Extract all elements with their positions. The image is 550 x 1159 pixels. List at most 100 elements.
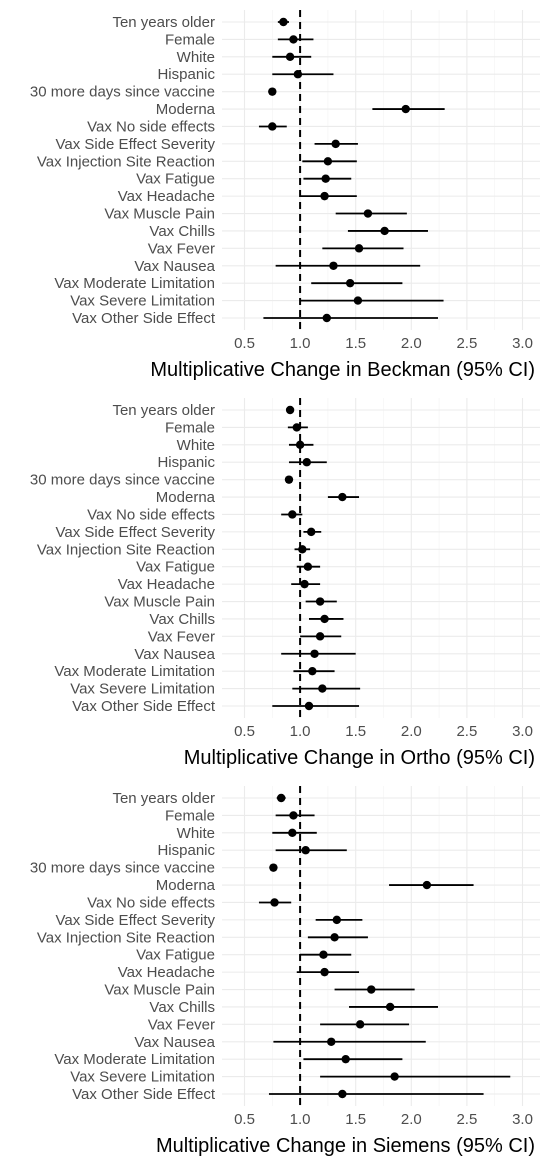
x-tick-label: 0.5 [234,1111,255,1128]
y-tick-label: Vax No side effects [87,118,215,135]
point-estimate [315,632,325,641]
point-estimate [354,244,364,253]
point-estimate [355,1020,365,1029]
y-tick-label: Ten years older [112,402,215,419]
point-estimate [338,1089,347,1099]
point-estimate [289,35,298,44]
point-estimate [307,527,316,537]
point-estimate [319,950,328,959]
point-estimate [298,545,307,554]
point-estimate [288,510,297,519]
x-tick-label: 1.5 [345,1111,366,1128]
y-tick-label: Vax Fatigue [136,947,215,964]
point-estimate [380,226,389,236]
y-tick-label: Hispanic [157,66,215,83]
point-estimate [318,684,327,693]
x-tick-label: 3.0 [512,335,533,352]
y-tick-label: Vax Fever [148,628,215,645]
y-tick-label: Vax Injection Site Reaction [37,541,215,558]
y-tick-label: Vax Other Side Effect [72,698,216,715]
x-tick-label: 2.0 [401,1111,422,1128]
y-tick-label: Vax Headache [118,576,215,593]
point-estimate [304,701,314,711]
x-tick-label: 2.5 [456,723,477,740]
point-estimate [310,649,319,658]
point-estimate [401,104,410,114]
point-estimate [268,122,277,131]
point-estimate [285,405,295,415]
y-tick-label: Vax Headache [118,964,215,981]
point-estimate [321,174,330,183]
point-estimate [301,846,310,855]
y-tick-label: White [177,825,215,842]
x-tick-label: 1.0 [290,335,311,352]
y-tick-label: Vax Muscle Pain [104,982,215,999]
point-estimate [303,562,313,571]
point-estimate [323,157,333,166]
point-estimate [268,87,277,96]
y-tick-label: Moderna [156,101,216,118]
y-tick-label: Vax Nausea [134,646,215,663]
y-tick-label: Female [165,419,215,436]
point-estimate [320,191,329,201]
point-estimate [367,985,376,994]
x-axis-title: Multiplicative Change in Siemens (95% CI… [156,1135,535,1157]
point-estimate [331,139,340,149]
y-tick-label: Hispanic [157,842,215,859]
y-tick-label: Vax Moderate Limitation [54,663,215,680]
point-estimate [284,475,294,484]
point-estimate [341,1054,350,1064]
y-tick-label: Vax Fatigue [136,559,215,576]
y-tick-label: Vax Injection Site Reaction [37,929,215,946]
point-estimate [315,597,325,606]
point-estimate [320,967,329,977]
y-tick-label: Vax Fever [148,240,215,257]
y-tick-label: Female [165,807,215,824]
y-tick-label: Moderna [156,489,216,506]
y-tick-label: Ten years older [112,14,215,31]
point-estimate [293,70,303,79]
point-estimate [289,811,298,820]
y-tick-label: Hispanic [157,454,215,471]
y-tick-label: Vax No side effects [87,894,215,911]
y-tick-label: Vax Other Side Effect [72,310,216,327]
x-tick-label: 1.0 [290,723,311,740]
point-estimate [308,666,317,676]
point-estimate [327,1037,336,1046]
y-tick-label: Vax Muscle Pain [104,594,215,611]
point-estimate [292,423,301,432]
y-tick-label: White [177,437,215,454]
point-estimate [302,458,311,467]
point-estimate [385,1002,395,1012]
x-axis-title: Multiplicative Change in Ortho (95% CI) [184,747,535,769]
y-tick-label: Vax Nausea [134,258,215,275]
y-tick-label: Vax Fatigue [136,171,215,188]
y-tick-label: Vax Chills [149,223,215,240]
y-tick-label: White [177,49,215,66]
y-tick-label: 30 more days since vaccine [30,472,215,489]
y-tick-label: Ten years older [112,790,215,807]
y-tick-label: Vax Severe Limitation [70,293,215,310]
point-estimate [322,313,331,323]
y-tick-label: Female [165,31,215,48]
point-estimate [276,793,286,803]
y-tick-label: Vax Moderate Limitation [54,275,215,292]
y-tick-label: Vax Side Effect Severity [55,912,215,929]
x-tick-label: 2.0 [401,723,422,740]
x-tick-label: 3.0 [512,1111,533,1128]
point-estimate [353,296,363,305]
y-tick-label: 30 more days since vaccine [30,84,215,101]
x-tick-label: 0.5 [234,335,255,352]
x-tick-label: 1.5 [345,335,366,352]
x-axis-title: Multiplicative Change in Beckman (95% CI… [150,359,535,381]
y-tick-label: Vax No side effects [87,506,215,523]
point-estimate [390,1072,399,1081]
y-tick-label: Moderna [156,877,216,894]
point-estimate [285,52,295,62]
x-tick-label: 3.0 [512,723,533,740]
point-estimate [363,209,373,218]
x-tick-label: 2.5 [456,335,477,352]
